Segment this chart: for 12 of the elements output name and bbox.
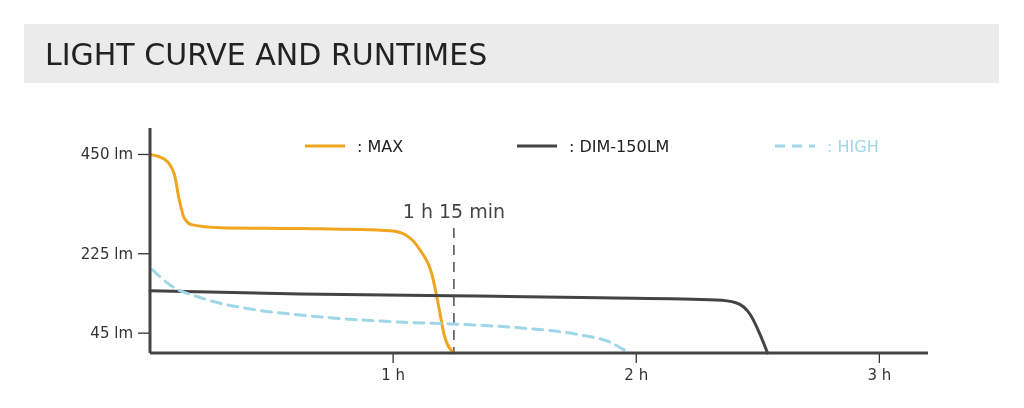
legend-label: : HIGH	[827, 137, 879, 156]
x-tick-label: 1 h	[381, 366, 406, 384]
y-tick-label: 225 lm	[80, 244, 133, 263]
line-series	[150, 268, 626, 352]
chart-title: LIGHT CURVE AND RUNTIMES	[45, 37, 488, 72]
legend-label: : DIM-150LM	[569, 137, 670, 156]
legend-label: : MAX	[357, 137, 404, 156]
ref-line-label: 1 h 15 min	[402, 200, 506, 222]
y-tick-label: 45 lm	[90, 324, 133, 343]
x-tick-label: 2 h	[624, 366, 649, 384]
y-tick-label: 450 lm	[80, 145, 133, 164]
x-tick-label: 3 h	[867, 366, 892, 384]
